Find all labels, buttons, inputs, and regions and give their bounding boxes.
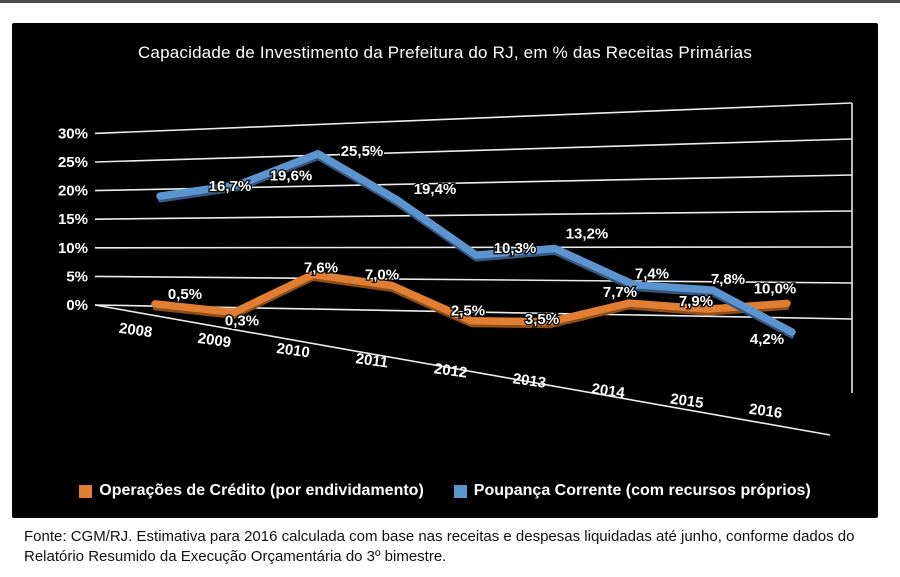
data-label: 19,4% xyxy=(414,181,457,198)
chart-panel: Capacidade de Investimento da Prefeitura… xyxy=(12,23,878,518)
y-axis-tick-label: 25% xyxy=(58,154,88,171)
legend-swatch-operacoes-icon xyxy=(79,484,93,498)
data-label: 7,7% xyxy=(603,284,637,301)
data-label: 16,7% xyxy=(209,178,252,195)
data-label: 0,5% xyxy=(168,286,202,303)
legend-label-operacoes: Operações de Crédito (por endividamento) xyxy=(99,482,424,499)
y-axis-tick-label: 10% xyxy=(58,240,88,257)
gridline xyxy=(94,102,853,135)
x-axis-year-label: 2015 xyxy=(669,391,704,412)
y-axis-tick-label: 30% xyxy=(58,125,88,142)
series-line-poupanca xyxy=(156,150,796,336)
data-label: 13,2% xyxy=(566,226,609,243)
x-axis-year-label: 2013 xyxy=(512,370,547,391)
series-ribbon-shadow xyxy=(153,276,789,329)
gridline xyxy=(94,210,853,220)
data-label: 3,5% xyxy=(525,311,559,328)
gridline xyxy=(94,138,853,163)
data-label: 7,6% xyxy=(304,259,338,276)
source-note: Fonte: CGM/RJ. Estimativa para 2016 calc… xyxy=(24,528,855,566)
legend-item-poupanca-corrente[interactable]: Poupança Corrente (com recursos próprios… xyxy=(453,482,811,500)
data-label: 19,6% xyxy=(270,168,313,185)
y-axis-tick-label: 20% xyxy=(58,183,88,200)
x-axis-year-label: 2014 xyxy=(590,380,626,402)
data-label: 10,0% xyxy=(754,280,797,297)
y-axis-tick-label: 15% xyxy=(58,211,88,228)
data-label: 0,3% xyxy=(225,312,259,329)
data-label: 2,5% xyxy=(451,303,485,320)
x-axis-year-label: 2016 xyxy=(748,401,783,422)
x-axis-year-label: 2008 xyxy=(118,320,153,341)
gridline xyxy=(94,275,853,284)
chart-legend: Operações de Crédito (por endividamento)… xyxy=(12,482,878,500)
x-axis-year-label: 2010 xyxy=(275,340,310,361)
legend-swatch-poupanca-icon xyxy=(453,484,467,498)
x-axis-year-label: 2012 xyxy=(433,360,468,381)
x-axis-line xyxy=(94,304,831,436)
y-axis-tick-label: 5% xyxy=(66,268,88,285)
data-label: 7,0% xyxy=(365,267,399,284)
data-label: 7,4% xyxy=(635,266,669,283)
data-label: 4,2% xyxy=(750,331,784,348)
data-label: 10,3% xyxy=(494,240,537,257)
data-label: 7,9% xyxy=(679,293,713,310)
x-axis-year-label: 2009 xyxy=(197,330,232,351)
chart-title: Capacidade de Investimento da Prefeitura… xyxy=(137,43,753,62)
series-line-operacoes xyxy=(151,270,791,326)
data-label: 7,8% xyxy=(711,271,745,288)
legend-label-poupanca: Poupança Corrente (com recursos próprios… xyxy=(473,482,811,499)
chart-plot-area: 0% 5% 10% 15% 20% 25% 30% 2008 2009 2010 2011 2012 2… xyxy=(58,102,853,436)
data-label: 25,5% xyxy=(341,143,384,160)
legend-item-operacoes-credito[interactable]: Operações de Crédito (por endividamento) xyxy=(79,482,424,500)
series-ribbon-shadow xyxy=(158,156,794,339)
y-axis-tick-label: 0% xyxy=(66,297,88,314)
gridline xyxy=(94,246,853,249)
x-axis-year-label: 2011 xyxy=(355,350,390,371)
